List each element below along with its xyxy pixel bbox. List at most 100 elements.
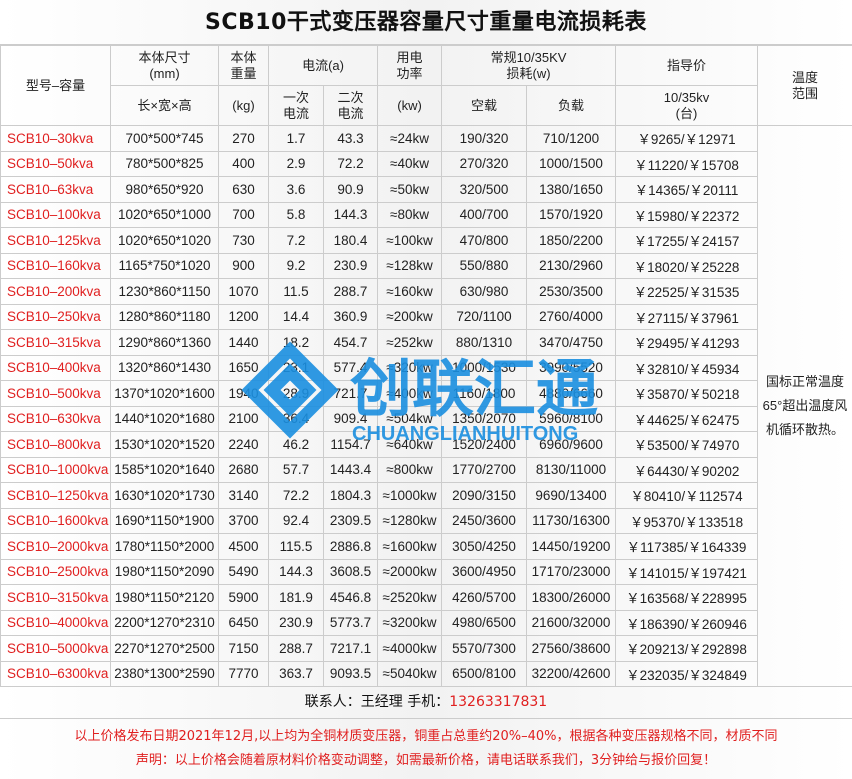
temp-note: 国标正常温度65°超出温度风机循环散热。 [757, 125, 852, 687]
table-row: SCB10–1600kva 1690*1150*1900 3700 92.4 2309.… [0, 507, 852, 534]
header-primary: 一次 电流 [268, 85, 324, 126]
cell-load-loss: 11730/16300 [526, 507, 617, 534]
cell-no-load-loss: 2090/3150 [441, 482, 528, 509]
cell-price: ￥163568/￥228995 [615, 584, 759, 611]
cell-size: 1370*1020*1600 [110, 380, 219, 407]
cell-no-load-loss: 1160/1800 [441, 380, 528, 407]
cell-model: SCB10–1000kva [0, 456, 111, 483]
cell-weight: 7150 [218, 635, 269, 662]
header-current: 电流(a) [267, 45, 379, 86]
spec-table: 型号–容量 本体尺寸 (mm) 本体 重量 电流(a) 用电 功率 常规10/3… [0, 45, 852, 687]
cell-no-load-loss: 5570/7300 [441, 635, 528, 662]
cell-power: ≈80kw [377, 201, 443, 228]
cell-weight: 3140 [218, 482, 269, 509]
table-row: SCB10–250kva 1280*860*1180 1200 14.4 360.9 ≈2… [0, 303, 852, 330]
cell-primary-current: 72.2 [268, 482, 324, 509]
cell-load-loss: 3990/5520 [526, 354, 617, 381]
header-price: 指导价 [615, 45, 759, 86]
cell-load-loss: 14450/19200 [526, 533, 617, 560]
cell-secondary-current: 909.4 [322, 405, 379, 432]
cell-power: ≈1600kw [377, 533, 443, 560]
cell-power: ≈40kw [377, 150, 443, 177]
cell-price: ￥64430/￥90202 [615, 456, 759, 483]
cell-model: SCB10–1600kva [0, 507, 111, 534]
cell-model: SCB10–50kva [0, 150, 111, 177]
cell-load-loss: 21600/32000 [526, 609, 617, 636]
table-row: SCB10–50kva 780*500*825 400 2.9 72.2 ≈40kw 270… [0, 150, 852, 177]
cell-model: SCB10–800kva [0, 431, 111, 458]
cell-model: SCB10–500kva [0, 380, 111, 407]
cell-primary-current: 5.8 [268, 201, 324, 228]
cell-power: ≈800kw [377, 456, 443, 483]
cell-load-loss: 6960/9600 [526, 431, 617, 458]
cell-price: ￥18020/￥25228 [615, 252, 759, 279]
table-row: SCB10–63kva 980*650*920 630 3.6 90.9 ≈50kw 320… [0, 176, 852, 203]
cell-primary-current: 23.1 [268, 354, 324, 381]
header-weight: 本体 重量 [218, 45, 269, 86]
cell-no-load-loss: 400/700 [441, 201, 528, 228]
cell-no-load-loss: 4980/6500 [441, 609, 528, 636]
table-row: SCB10–160kva 1165*750*1020 900 9.2 230.9 ≈128… [0, 252, 852, 279]
table-row: SCB10–1000kva 1585*1020*1640 2680 57.7 1443.… [0, 456, 852, 483]
cell-size: 1280*860*1180 [110, 303, 219, 330]
cell-secondary-current: 5773.7 [322, 609, 379, 636]
cell-weight: 2100 [218, 405, 269, 432]
cell-load-loss: 3470/4750 [526, 329, 617, 356]
cell-load-loss: 8130/11000 [526, 456, 617, 483]
cell-no-load-loss: 1770/2700 [441, 456, 528, 483]
cell-model: SCB10–250kva [0, 303, 111, 330]
table-row: SCB10–2500kva 1980*1150*2090 5490 144.3 3608… [0, 558, 852, 585]
cell-no-load-loss: 4260/5700 [441, 584, 528, 611]
cell-no-load-loss: 1520/2400 [441, 431, 528, 458]
cell-size: 700*500*745 [110, 125, 219, 152]
header-power: 用电 功率 [377, 45, 443, 86]
cell-power: ≈100kw [377, 227, 443, 254]
cell-weight: 3700 [218, 507, 269, 534]
cell-load-loss: 710/1200 [526, 125, 617, 152]
cell-price: ￥44625/￥62475 [615, 405, 759, 432]
cell-price: ￥95370/￥133518 [615, 507, 759, 534]
cell-price: ￥9265/￥12971 [615, 125, 759, 152]
cell-size: 1020*650*1020 [110, 227, 219, 254]
cell-power: ≈200kw [377, 303, 443, 330]
cell-load-loss: 5960/8100 [526, 405, 617, 432]
table-row: SCB10–800kva 1530*1020*1520 2240 46.2 1154.7… [0, 431, 852, 458]
contact-phone[interactable]: 13263317831 [449, 694, 548, 710]
cell-weight: 630 [218, 176, 269, 203]
header-power-sub: (kw) [377, 85, 443, 126]
header-loss: 常规10/35KV 损耗(w) [441, 45, 617, 86]
header-model: 型号–容量 [0, 45, 111, 126]
cell-no-load-loss: 550/880 [441, 252, 528, 279]
cell-price: ￥209213/￥292898 [615, 635, 759, 662]
cell-model: SCB10–100kva [0, 201, 111, 228]
cell-price: ￥22525/￥31535 [615, 278, 759, 305]
cell-price: ￥14365/￥20111 [615, 176, 759, 203]
table-row: SCB10–125kva 1020*650*1020 730 7.2 180.4 ≈100… [0, 227, 852, 254]
cell-secondary-current: 4546.8 [322, 584, 379, 611]
cell-weight: 5900 [218, 584, 269, 611]
cell-primary-current: 36.4 [268, 405, 324, 432]
notes: 以上价格发布日期2021年12月,以上均为全铜材质变压器，铜重占总重约20%–4… [0, 719, 852, 773]
contact-line: 联系人：王经理 手机：13263317831 [0, 687, 852, 719]
cell-size: 2270*1270*2500 [110, 635, 219, 662]
cell-power: ≈50kw [377, 176, 443, 203]
note-line: 声明：以上价格会随着原材料价格变动调整，如需最新价格，请电话联系我们，3分钟给与… [135, 753, 717, 768]
cell-weight: 1070 [218, 278, 269, 305]
cell-secondary-current: 7217.1 [322, 635, 379, 662]
cell-primary-current: 181.9 [268, 584, 324, 611]
cell-primary-current: 57.7 [268, 456, 324, 483]
header-weight-sub: (kg) [218, 85, 269, 126]
cell-weight: 2680 [218, 456, 269, 483]
cell-power: ≈640kw [377, 431, 443, 458]
cell-model: SCB10–160kva [0, 252, 111, 279]
cell-no-load-loss: 3600/4950 [441, 558, 528, 585]
cell-weight: 6450 [218, 609, 269, 636]
cell-weight: 1940 [218, 380, 269, 407]
cell-model: SCB10–200kva [0, 278, 111, 305]
cell-primary-current: 46.2 [268, 431, 324, 458]
cell-secondary-current: 180.4 [322, 227, 379, 254]
cell-load-loss: 2760/4000 [526, 303, 617, 330]
cell-load-loss: 4880/6660 [526, 380, 617, 407]
cell-weight: 5490 [218, 558, 269, 585]
contact-label: 联系人：王经理 手机： [304, 694, 450, 710]
